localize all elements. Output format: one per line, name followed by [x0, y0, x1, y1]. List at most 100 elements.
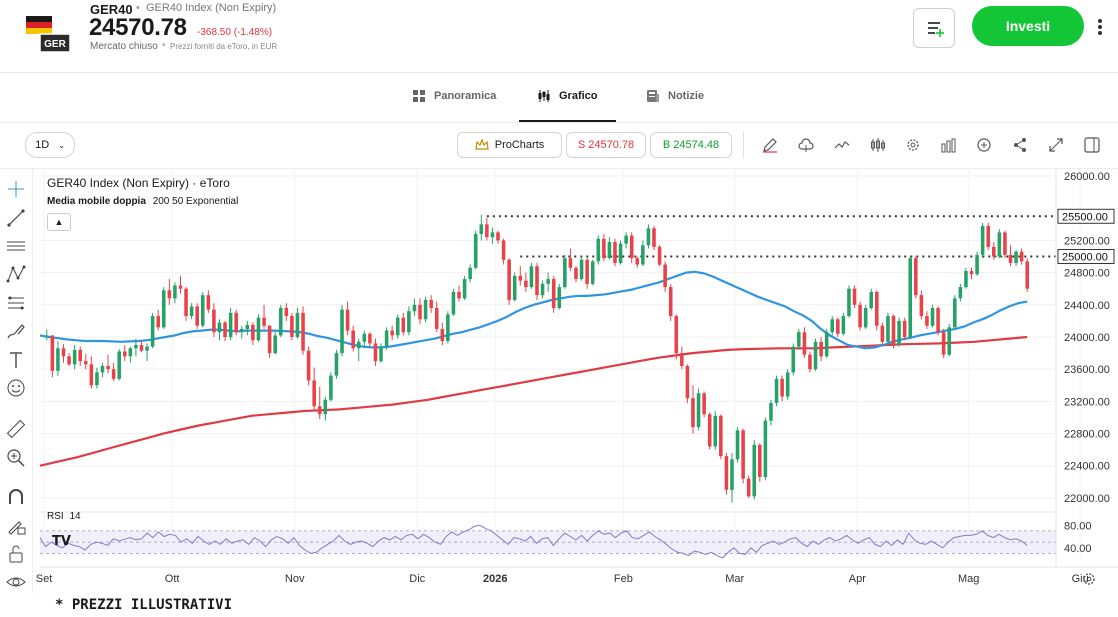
more-options-button[interactable] [1093, 14, 1107, 40]
crosshair-icon[interactable] [5, 178, 27, 200]
candle-body [173, 285, 177, 299]
timeframe-selector[interactable]: 1D ⌄ [25, 132, 75, 158]
candle [808, 351, 812, 373]
candle [134, 338, 138, 357]
candle [340, 304, 344, 357]
magnet-icon[interactable] [5, 486, 27, 508]
candle [702, 391, 706, 418]
procharts-label: ProCharts [494, 139, 545, 151]
line-chart-icon[interactable] [833, 136, 851, 154]
candle-body [134, 345, 138, 349]
candle-body [724, 456, 729, 490]
eye-icon[interactable] [5, 571, 27, 593]
invest-button[interactable]: Investi [972, 6, 1084, 46]
candle [462, 275, 467, 300]
parallel-lines-icon[interactable] [5, 235, 27, 257]
candle [824, 328, 829, 358]
candle [418, 298, 422, 325]
candle [434, 301, 439, 333]
candle [167, 279, 172, 305]
candle [473, 230, 478, 270]
candle-body [585, 259, 589, 284]
y-tick-label: 22000.00 [1064, 493, 1110, 505]
fib-icon[interactable] [5, 292, 27, 314]
trendline-icon[interactable] [5, 207, 27, 229]
chart-settings-button[interactable] [1080, 570, 1098, 588]
candle-body [106, 365, 110, 370]
zoom-in-icon[interactable] [5, 447, 27, 469]
add-icon[interactable] [975, 136, 993, 154]
price-chart[interactable]: 26000.00 25200.00 24800.00 24400.00 24000.00… [0, 168, 1118, 594]
candle-body [56, 348, 60, 371]
candle-body [713, 415, 718, 447]
candle-body [95, 372, 99, 386]
candle-body [763, 420, 768, 478]
candle [457, 285, 461, 302]
instrument-header: GER GER40 • GER40 Index (Non Expiry) 245… [0, 0, 1118, 73]
candle [312, 367, 316, 412]
candle [992, 242, 996, 260]
candle [440, 322, 445, 346]
candle [585, 258, 589, 289]
expand-icon[interactable] [1047, 136, 1065, 154]
candle [713, 411, 718, 450]
price-level-label: 25500.00 [1062, 211, 1108, 223]
candle [869, 288, 874, 310]
candle-body [802, 332, 807, 355]
candle-body [819, 341, 823, 357]
candle [602, 233, 606, 262]
candle-body [89, 364, 94, 386]
gear-icon[interactable] [904, 136, 922, 154]
brush-icon[interactable] [5, 320, 27, 342]
bar-chart-icon[interactable] [940, 136, 958, 154]
candle [284, 303, 289, 321]
candle [724, 452, 729, 495]
add-to-watchlist-button[interactable] [913, 8, 955, 48]
ruler-icon[interactable] [5, 418, 27, 440]
collapse-legend-button[interactable]: ▲ [47, 213, 71, 231]
candle-body [83, 361, 88, 365]
candle [769, 399, 773, 426]
lock-icon[interactable] [5, 543, 27, 565]
tab-grafico[interactable]: Grafico [519, 72, 616, 122]
share-icon[interactable] [1011, 136, 1029, 154]
panel-icon[interactable] [1083, 136, 1101, 154]
candle-body [239, 328, 244, 333]
candle-body [323, 399, 328, 415]
candle-body [78, 349, 82, 362]
ma200-polyline [39, 335, 1028, 467]
candle [150, 312, 155, 349]
candle-body [245, 324, 250, 329]
text-icon[interactable] [5, 349, 27, 371]
candle [941, 328, 946, 358]
candle [501, 238, 506, 265]
candle [212, 303, 216, 337]
candle-body [457, 291, 461, 299]
candle-body [841, 316, 846, 334]
current-price: 24570.78 [89, 14, 187, 41]
tab-panoramica[interactable]: Panoramica [412, 72, 496, 120]
candle [189, 303, 194, 320]
candle [1008, 245, 1013, 267]
candle-body [852, 288, 857, 305]
buy-price-button[interactable]: B 24574.48 [650, 132, 732, 158]
indicator-name: Media mobile doppia [47, 196, 146, 207]
candle [446, 311, 450, 344]
cloud-icon[interactable] [797, 136, 815, 154]
emoji-icon[interactable] [5, 377, 27, 399]
procharts-button[interactable]: ProCharts [457, 132, 562, 158]
candles-icon[interactable] [869, 136, 887, 154]
sell-price-button[interactable]: S 24570.78 [566, 132, 646, 158]
draw-pen-icon[interactable] [761, 136, 779, 154]
candle [540, 280, 545, 299]
candle [902, 317, 907, 341]
candle [518, 266, 523, 286]
candle [752, 439, 757, 500]
candle [618, 240, 623, 265]
tab-notizie[interactable]: Notizie [646, 72, 704, 120]
pattern-icon[interactable] [5, 263, 27, 285]
lock-drawing-icon[interactable] [5, 515, 27, 537]
candle [351, 325, 355, 352]
candle [908, 256, 913, 339]
candle-body [696, 393, 701, 428]
